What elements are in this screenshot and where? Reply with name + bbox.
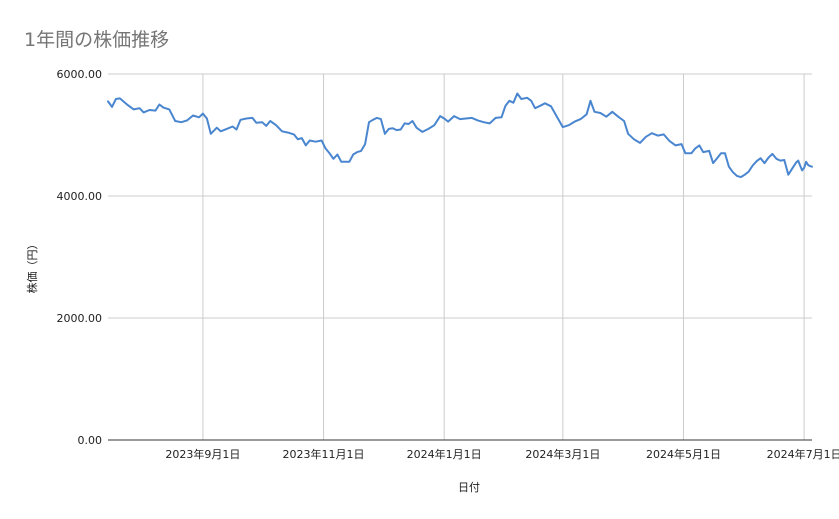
y-tick-label: 4000.00 <box>57 190 103 203</box>
grid-lines <box>108 73 812 441</box>
x-tick-label: 2024年7月1日 <box>767 447 839 461</box>
y-tick-label: 2000.00 <box>57 312 103 325</box>
x-tick-label: 2024年1月1日 <box>407 447 482 461</box>
y-axis-label: 株価（円） <box>25 239 39 294</box>
x-tick-label: 2023年9月1日 <box>165 447 240 461</box>
x-tick-label: 2023年11月1日 <box>283 447 365 461</box>
y-tick-label: 0.00 <box>78 434 103 447</box>
x-tick-label: 2024年5月1日 <box>646 447 721 461</box>
y-axis-ticks: 0.00 2000.00 4000.00 6000.00 <box>57 68 103 447</box>
series-line <box>107 92 813 179</box>
chart-title: 1年間の株価推移 <box>24 29 169 51</box>
x-tick-label: 2024年3月1日 <box>525 447 600 461</box>
x-axis-label: 日付 <box>458 481 480 494</box>
y-tick-label: 6000.00 <box>57 68 103 81</box>
x-axis-ticks: 2023年9月1日 2023年11月1日 2024年1月1日 2024年3月1日 202… <box>165 447 839 461</box>
series-lines <box>107 92 813 179</box>
